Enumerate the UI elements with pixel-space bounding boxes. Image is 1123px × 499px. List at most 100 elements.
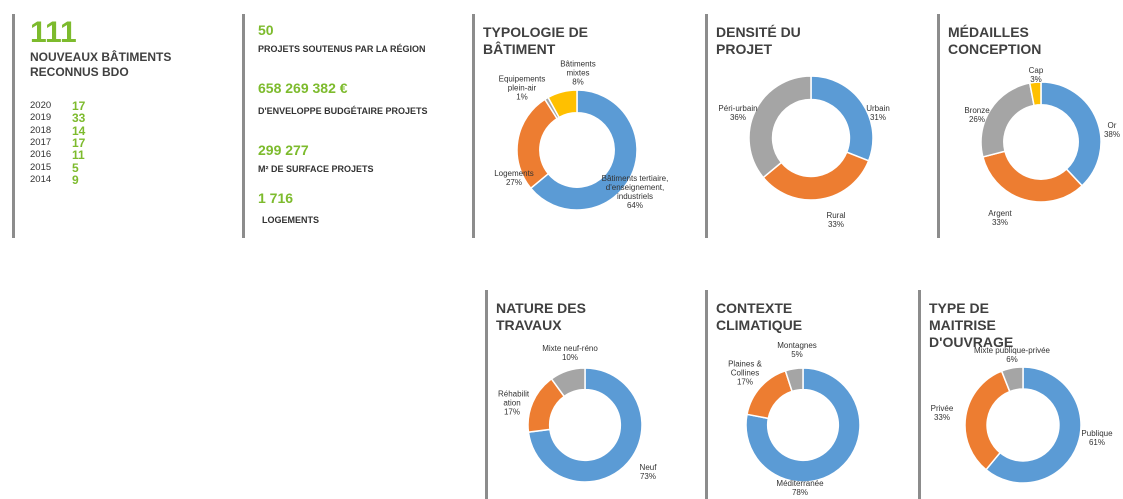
slice-value: 1% [516, 92, 528, 102]
year-count: 17 [72, 135, 86, 150]
slice-name: Logements [494, 169, 534, 178]
slice-label: Neuf 73% [633, 463, 663, 481]
slice-label: Bronze 26% [957, 106, 997, 124]
slice-name: Cap [1028, 66, 1044, 75]
donut-segment [527, 367, 643, 483]
slice-name: Publique [1081, 429, 1113, 438]
slice-value: 8% [572, 77, 584, 87]
chart-title: NATURE DES TRAVAUX [496, 300, 586, 333]
chart-panel [705, 14, 908, 238]
chart-panel [485, 290, 688, 499]
slice-label: Mixte publique-privée 6% [972, 346, 1052, 364]
slice-label: Cap 3% [1021, 66, 1051, 84]
slice-value: 38% [1103, 130, 1120, 139]
year: 2018 [30, 124, 52, 136]
donut-segment [550, 367, 586, 398]
donut-segment [1028, 81, 1042, 107]
slice-name: Plaines & Collines [728, 359, 762, 378]
slice-name: Montagnes [777, 341, 817, 350]
slice-name: Rural [826, 211, 846, 220]
chart-title: MÉDAILLES CONCEPTION [948, 24, 1042, 57]
slice-label: Bâtiments mixtes 8% [556, 60, 601, 87]
chart-title: DENSITÉ DU PROJET [716, 24, 801, 57]
slice-value: 27% [505, 178, 522, 187]
slice-value: 31% [869, 113, 886, 122]
slice-label: Péri-urbain 36% [718, 104, 758, 122]
slice-value: 33% [827, 220, 844, 229]
year-count: 5 [72, 160, 79, 175]
slice-name: Bâtiments mixtes [560, 59, 596, 78]
slice-label: Urbain 31% [858, 104, 898, 122]
summary-count: 111 [30, 16, 77, 49]
year-count: 33 [72, 111, 86, 126]
stat-label: LOGEMENTS [262, 215, 320, 225]
slice-label: Plaines & Collines 17% [725, 360, 765, 387]
stat-value: 299 277 [258, 142, 309, 158]
slice-name: Equipements plein-air [498, 74, 546, 93]
chart-panel [918, 290, 1121, 499]
donut-segment [547, 89, 578, 119]
slice-name: Or [1107, 121, 1117, 130]
slice-name: Péri-urbain [718, 104, 758, 113]
slice-label: Argent 33% [980, 209, 1020, 227]
summary-label: NOUVEAUX BÂTIMENTS RECONNUS BDO [30, 50, 172, 79]
slice-name: Réhabilit ation [498, 389, 530, 408]
donut-segment [1000, 366, 1024, 393]
donut-segment [529, 89, 638, 211]
summary-panel [12, 14, 215, 238]
slice-name: Bâtiments tertiaire, d'enseignement, ind… [601, 174, 669, 201]
slice-label: Montagnes 5% [772, 341, 822, 359]
stat-label: D'ENVELOPPE BUDGÉTAIRE PROJETS [258, 106, 428, 116]
donut-segment [984, 366, 1082, 484]
slice-label: Réhabilit ation 17% [498, 389, 530, 417]
slice-value: 64% [626, 201, 643, 210]
chart-title: TYPE DE MAITRISE D'OUVRAGE [929, 300, 1014, 350]
slice-name: Urbain [866, 104, 890, 113]
slice-value: 10% [561, 353, 578, 362]
chart-panel [937, 14, 1123, 238]
slice-label: Or 38% [1097, 121, 1123, 139]
stat-label: PROJETS SOUTENUS PAR LA RÉGION [258, 44, 426, 54]
slice-label: Logements 27% [492, 169, 537, 187]
slice-value: 17% [736, 377, 753, 387]
donut-segment [784, 367, 804, 393]
slice-label: Privée 33% [922, 404, 962, 422]
slice-label: Rural 33% [816, 211, 856, 229]
slice-value: 6% [1006, 355, 1018, 364]
stat-value: 658 269 382 € [258, 80, 348, 96]
year-count: 17 [72, 99, 86, 113]
donut-segment [748, 75, 812, 179]
year: 2014 [30, 173, 52, 185]
slice-label: Equipements plein-air 1% [495, 75, 550, 102]
slice-label: Bâtiments tertiaire, d'enseignement, ind… [596, 174, 674, 210]
slice-value: 26% [968, 115, 985, 124]
slice-name: Mixte publique-privée [973, 346, 1051, 355]
slice-name: Argent [988, 209, 1012, 218]
slice-value: 33% [991, 218, 1008, 227]
year-count: 14 [72, 123, 86, 138]
year: 2020 [30, 100, 52, 111]
slice-name: Neuf [639, 463, 657, 472]
year: 2019 [30, 112, 52, 124]
year: 2015 [30, 161, 52, 173]
slice-label: Publique 61% [1077, 429, 1117, 447]
slice-value: 61% [1088, 438, 1105, 447]
slice-name: Bronze [964, 106, 990, 115]
slice-value: 5% [791, 350, 803, 359]
slice-value: 33% [933, 413, 950, 422]
slice-value: 3% [1030, 75, 1042, 84]
year-count: 9 [72, 172, 79, 187]
slice-name: Mixte neuf-réno [542, 344, 598, 353]
slice-value: 36% [729, 113, 746, 122]
year-count: 11 [72, 148, 85, 163]
slice-name: Privée [930, 404, 954, 413]
stat-label: M² DE SURFACE PROJETS [258, 164, 374, 174]
chart-panel [705, 290, 908, 499]
chart-title: TYPOLOGIE DE BÂTIMENT [483, 24, 589, 57]
chart-panel [472, 14, 675, 238]
stat-value: 1 716 [258, 190, 294, 206]
slice-name: Méditerranée [776, 479, 824, 488]
stat-value: 50 [258, 22, 274, 38]
